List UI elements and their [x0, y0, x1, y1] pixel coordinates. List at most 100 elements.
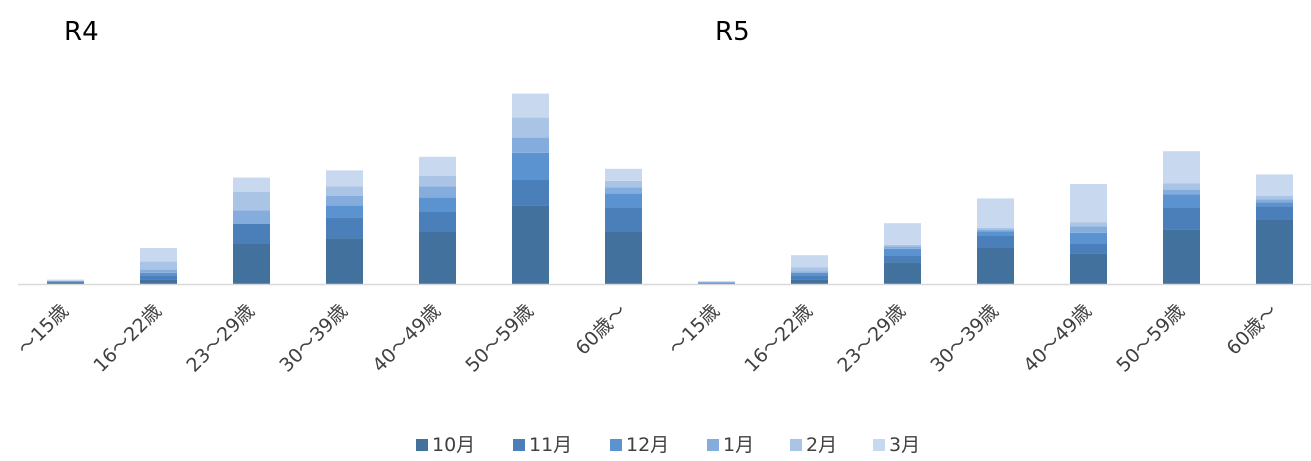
bar-segment: [419, 186, 456, 198]
bar-segment: [512, 152, 549, 180]
bar-segment: [233, 177, 270, 192]
bar-segment: [326, 238, 363, 284]
bar-segment: [884, 256, 921, 263]
bar-segment: [326, 217, 363, 239]
x-tick-label: 50～59歳: [1112, 300, 1189, 377]
x-tick-label: 60歳～: [1223, 300, 1283, 360]
x-tick-label: 40～49歳: [1019, 300, 1096, 377]
legend: 10月 11月 12月 1月 2月 3月: [416, 434, 920, 456]
bar-segment: [884, 244, 921, 247]
bar-segment: [1163, 183, 1200, 190]
bar-segment: [605, 193, 642, 208]
legend-item: 1月: [707, 434, 754, 456]
bar-segment: [47, 281, 84, 283]
bar-segment: [605, 232, 642, 284]
bar-segment: [1070, 184, 1107, 223]
bar-segment: [233, 192, 270, 211]
bar-segment: [233, 224, 270, 244]
bar-segment: [47, 282, 84, 284]
legend-item: 10月: [416, 434, 475, 456]
x-tick-label: 60歳～: [572, 300, 632, 360]
bar-segment: [1163, 151, 1200, 184]
bar-segment: [326, 196, 363, 206]
bar-segment: [884, 248, 921, 256]
bar-segment: [1256, 174, 1293, 196]
bar-segment: [605, 168, 642, 181]
legend-swatch: [790, 439, 802, 451]
bar-segment: [884, 262, 921, 284]
legend-item: 3月: [873, 434, 920, 456]
legend-item: 12月: [610, 434, 669, 456]
bar-segment: [512, 93, 549, 118]
legend-swatch: [610, 439, 622, 451]
bar-segment: [977, 198, 1014, 228]
panel-title: R4: [64, 17, 99, 47]
bar-segment: [1070, 243, 1107, 254]
legend-label: 10月: [432, 434, 475, 456]
bar-segment: [791, 267, 828, 272]
bar-segment: [977, 236, 1014, 248]
bar-segment: [512, 117, 549, 138]
bar-segment: [140, 269, 177, 273]
chart-panel-0: R4 ～15歳 16～22歳 23～29歳 30～39歳 40～49歳 50～59歳 60歳～: [14, 17, 669, 377]
bar-segment: [326, 170, 363, 187]
chart-panel-1: R5 ～15歳 16～22歳 23～29歳 30～39歳 40～49歳 50～59歳 60歳～: [665, 17, 1311, 377]
bar-segment: [140, 272, 177, 276]
legend-swatch: [873, 439, 885, 451]
x-tick-label: 40～49歳: [368, 300, 445, 377]
bar-segment: [791, 271, 828, 273]
bar-segment: [1163, 194, 1200, 208]
bar-segment: [1256, 206, 1293, 220]
legend-label: 1月: [723, 434, 754, 456]
bar-segment: [1163, 189, 1200, 195]
bar-segment: [140, 276, 177, 280]
bar-segment: [233, 210, 270, 224]
bar-segment: [1163, 229, 1200, 284]
bar-segment: [233, 244, 270, 284]
x-tick-label: 23～29歳: [182, 300, 259, 377]
bar-segment: [512, 137, 549, 153]
bar-segment: [1070, 222, 1107, 227]
bar-segment: [419, 197, 456, 212]
x-tick-label: 23～29歳: [833, 300, 910, 377]
x-tick-label: ～15歳: [665, 300, 725, 360]
bar-segment: [419, 211, 456, 232]
legend-item: 11月: [513, 434, 572, 456]
bar-segment: [419, 156, 456, 176]
bar-segment: [791, 272, 828, 276]
legend-label: 11月: [529, 434, 572, 456]
bar-segment: [1256, 220, 1293, 284]
bar-segment: [140, 279, 177, 284]
bar-segment: [977, 231, 1014, 236]
x-tick-label: 30～39歳: [275, 300, 352, 377]
x-tick-label: ～15歳: [14, 300, 74, 360]
bar-segment: [1256, 202, 1293, 207]
bar-segment: [1256, 196, 1293, 200]
bar-segment: [326, 186, 363, 196]
bar-segment: [884, 223, 921, 245]
legend-label: 2月: [806, 434, 837, 456]
bar-segment: [1070, 253, 1107, 284]
bar-segment: [47, 279, 84, 281]
x-tick-label: 16～22歳: [89, 300, 166, 377]
bar-segment: [1070, 226, 1107, 233]
bar-segment: [605, 208, 642, 232]
bar-segment: [140, 248, 177, 262]
x-tick-label: 30～39歳: [926, 300, 1003, 377]
bar-segment: [326, 205, 363, 218]
legend-label: 12月: [626, 434, 669, 456]
bar-segment: [977, 248, 1014, 284]
legend-swatch: [416, 439, 428, 451]
panel-title: R5: [715, 17, 750, 47]
legend-swatch: [707, 439, 719, 451]
bar-segment: [698, 283, 735, 284]
bar-segment: [1163, 208, 1200, 230]
bar-segment: [605, 180, 642, 188]
legend-label: 3月: [889, 434, 920, 456]
legend-item: 2月: [790, 434, 837, 456]
bar-segment: [419, 176, 456, 187]
bar-segment: [791, 275, 828, 280]
x-tick-label: 50～59歳: [461, 300, 538, 377]
